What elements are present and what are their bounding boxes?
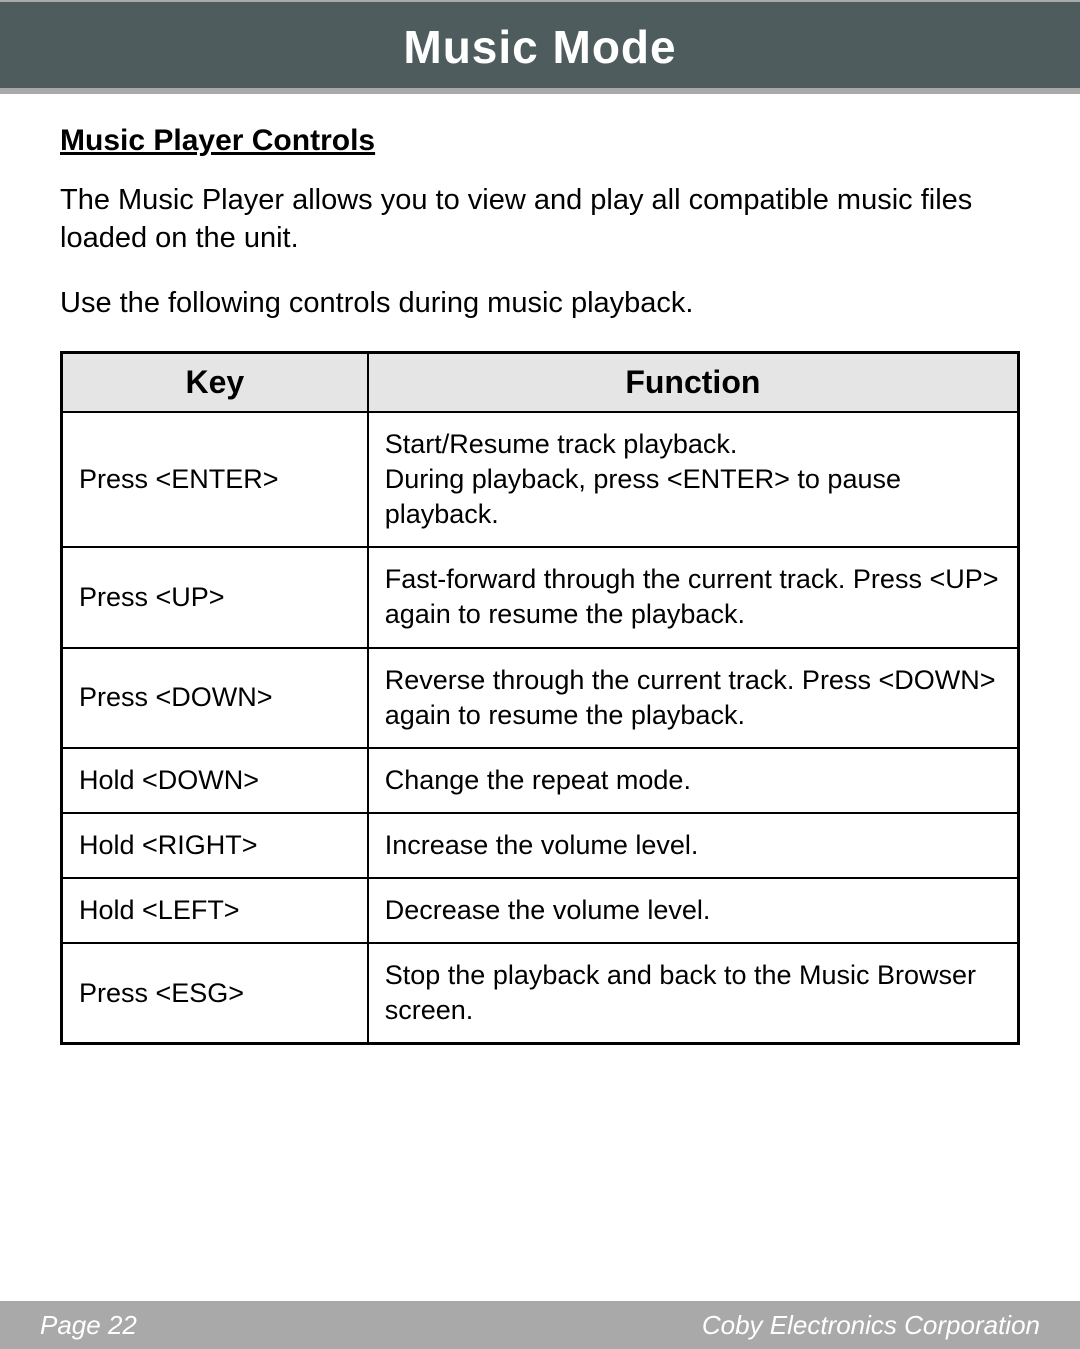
intro-paragraph-1: The Music Player allows you to view and …: [60, 182, 1020, 257]
section-subhead: Music Player Controls: [60, 124, 1020, 158]
controls-table: Key Function Press <ENTER> Start/Resume …: [60, 351, 1020, 1045]
table-header-row: Key Function: [62, 353, 1019, 413]
page-title: Music Mode: [0, 20, 1080, 74]
table-cell-key: Press <ENTER>: [62, 412, 368, 547]
table-cell-key: Hold <LEFT>: [62, 878, 368, 943]
table-row: Press <DOWN> Reverse through the current…: [62, 648, 1019, 748]
table-cell-func: Start/Resume track playback.During playb…: [368, 412, 1019, 547]
table-cell-key: Press <DOWN>: [62, 648, 368, 748]
footer-company: Coby Electronics Corporation: [702, 1310, 1040, 1341]
table-row: Press <ESG> Stop the playback and back t…: [62, 943, 1019, 1044]
table-row: Hold <DOWN> Change the repeat mode.: [62, 748, 1019, 813]
table-cell-func: Change the repeat mode.: [368, 748, 1019, 813]
table-cell-key: Hold <DOWN>: [62, 748, 368, 813]
table-cell-func: Stop the playback and back to the Music …: [368, 943, 1019, 1044]
table-cell-key: Hold <RIGHT>: [62, 813, 368, 878]
table-cell-func: Fast-forward through the current track. …: [368, 547, 1019, 647]
table-header-function: Function: [368, 353, 1019, 413]
table-header-key: Key: [62, 353, 368, 413]
table-row: Press <ENTER> Start/Resume track playbac…: [62, 412, 1019, 547]
table-cell-func: Decrease the volume level.: [368, 878, 1019, 943]
table-row: Hold <RIGHT> Increase the volume level.: [62, 813, 1019, 878]
table-cell-func: Reverse through the current track. Press…: [368, 648, 1019, 748]
intro-paragraph-2: Use the following controls during music …: [60, 285, 1020, 323]
footer-page-number: Page 22: [40, 1310, 137, 1341]
page-header-band: Music Mode: [0, 0, 1080, 94]
table-row: Press <UP> Fast-forward through the curr…: [62, 547, 1019, 647]
table-cell-func: Increase the volume level.: [368, 813, 1019, 878]
table-row: Hold <LEFT> Decrease the volume level.: [62, 878, 1019, 943]
content-area: Music Player Controls The Music Player a…: [0, 94, 1080, 1045]
table-cell-key: Press <ESG>: [62, 943, 368, 1044]
page-footer-band: Page 22 Coby Electronics Corporation: [0, 1301, 1080, 1349]
table-cell-key: Press <UP>: [62, 547, 368, 647]
